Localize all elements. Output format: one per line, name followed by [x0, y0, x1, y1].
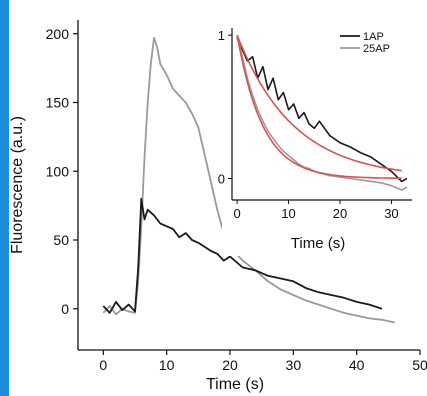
fit-curve-25ap: [236, 35, 402, 180]
y-tick-label: 200: [46, 26, 70, 42]
x-tick-label: 50: [412, 357, 427, 373]
inset-series-line-1ap: [236, 37, 408, 183]
y-tick-label: 0: [61, 301, 69, 317]
y-axis-label: Fluorescence (a.u.): [9, 116, 26, 254]
inset-x-tick-label: 20: [333, 206, 347, 221]
inset-series-line-25ap: [236, 35, 408, 191]
inset-x-axis-label: Time (s): [291, 235, 345, 252]
y-tick-label: 100: [46, 163, 70, 179]
x-tick-label: 10: [159, 357, 175, 373]
legend-label-1ap: 1AP: [363, 31, 384, 43]
legend-label-25ap: 25AP: [363, 43, 390, 55]
x-axis-label: Time (s): [206, 376, 264, 393]
inset-background: [222, 6, 424, 256]
series-line-1ap: [102, 197, 383, 314]
x-tick-label: 30: [286, 357, 302, 373]
x-tick-label: 40: [349, 357, 365, 373]
x-tick-label: 0: [99, 357, 107, 373]
inset-y-tick-label: 1: [218, 28, 225, 43]
inset-x-tick-label: 0: [234, 206, 241, 221]
inset-x-tick-label: 10: [281, 206, 295, 221]
y-tick-label: 150: [46, 95, 70, 111]
left-accent-bar: [0, 0, 9, 396]
x-tick-label: 20: [222, 357, 238, 373]
fit-curve-1ap: [236, 34, 402, 172]
y-tick-label: 50: [53, 232, 69, 248]
inset-x-tick-label: 30: [384, 206, 398, 221]
inset-y-tick-label: 0: [218, 172, 225, 187]
